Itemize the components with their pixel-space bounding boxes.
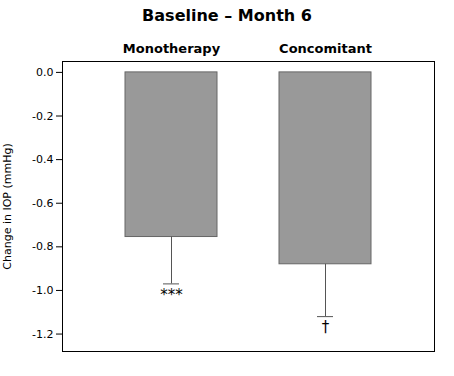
svg-text:-0.8: -0.8 — [32, 240, 53, 253]
svg-text:-0.6: -0.6 — [32, 197, 53, 210]
svg-text:-1.2: -1.2 — [32, 328, 53, 341]
svg-text:0.0: 0.0 — [36, 66, 54, 79]
html-text:Baseline – Month 6: Baseline – Month 6 — [142, 6, 312, 25]
svg-text:†: † — [322, 318, 330, 336]
svg-text:Concomitant: Concomitant — [279, 41, 372, 56]
svg-text:-0.2: -0.2 — [32, 110, 53, 123]
svg-text:-0.4: -0.4 — [32, 153, 53, 166]
svg-text:Monotherapy: Monotherapy — [123, 41, 221, 56]
svg-text:-1.0: -1.0 — [32, 284, 53, 297]
svg-text:Change in IOP (mmHg): Change in IOP (mmHg) — [1, 143, 14, 269]
svg-text:***: *** — [160, 286, 183, 304]
